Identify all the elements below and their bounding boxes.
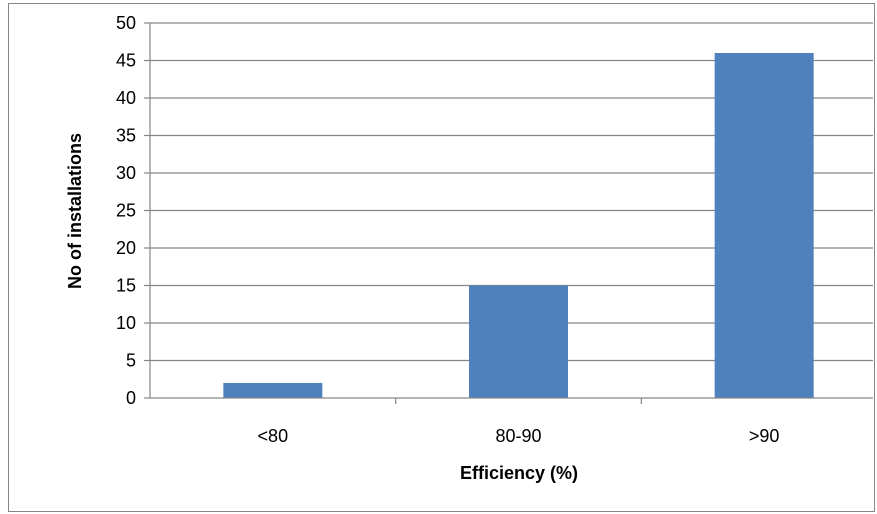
y-tick-label: 0 <box>126 388 136 408</box>
x-tick-label: 80-90 <box>495 426 541 446</box>
bar-1 <box>223 383 323 398</box>
x-tick-labels: <80 80-90 >90 <box>258 426 780 446</box>
y-tick-label: 5 <box>126 351 136 371</box>
x-tick-label: <80 <box>258 426 289 446</box>
axes <box>144 22 873 404</box>
bar-3 <box>714 53 814 398</box>
bars <box>223 53 814 398</box>
y-tick-label: 25 <box>116 201 136 221</box>
y-axis-title: No of installations <box>65 133 85 289</box>
y-tick-label: 45 <box>116 51 136 71</box>
y-tick-label: 40 <box>116 88 136 108</box>
y-tick-label: 30 <box>116 163 136 183</box>
x-tick-label: >90 <box>749 426 780 446</box>
y-tick-label: 10 <box>116 313 136 333</box>
y-tick-label: 20 <box>116 238 136 258</box>
y-tick-label: 15 <box>116 276 136 296</box>
y-tick-labels: 0 5 10 15 20 25 30 35 40 45 50 <box>116 13 136 408</box>
y-tick-label: 35 <box>116 126 136 146</box>
x-axis-title: Efficiency (%) <box>460 463 578 483</box>
y-tick-label: 50 <box>116 13 136 33</box>
bar-2 <box>469 285 568 398</box>
